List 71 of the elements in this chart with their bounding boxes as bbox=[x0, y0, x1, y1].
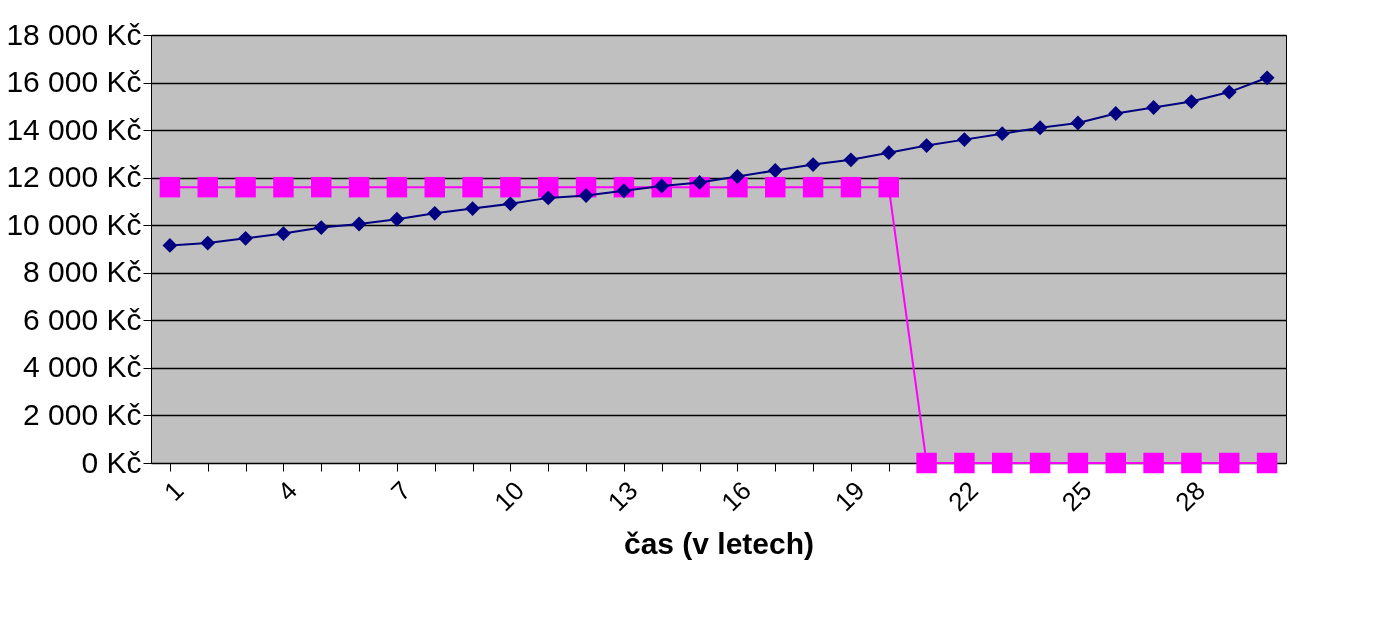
point bbox=[1256, 452, 1278, 474]
point bbox=[313, 220, 329, 236]
point bbox=[1105, 452, 1126, 474]
point bbox=[500, 176, 521, 198]
point bbox=[273, 176, 294, 198]
point bbox=[351, 216, 367, 232]
x-tick-label: 10 bbox=[488, 475, 531, 518]
point bbox=[957, 132, 972, 148]
point bbox=[197, 176, 218, 198]
point bbox=[881, 145, 897, 161]
point bbox=[235, 176, 256, 198]
point bbox=[162, 238, 178, 253]
y-tick-label: 12 000 Kč bbox=[6, 160, 142, 194]
point bbox=[1143, 452, 1164, 474]
point bbox=[840, 176, 862, 198]
point bbox=[386, 176, 408, 198]
point bbox=[1070, 115, 1086, 131]
x-tick-label: 7 bbox=[385, 475, 417, 507]
point bbox=[1032, 120, 1048, 136]
point bbox=[1219, 452, 1240, 474]
point bbox=[919, 138, 934, 153]
y-tick-label: 8 000 Kč bbox=[23, 255, 142, 289]
point bbox=[276, 226, 291, 241]
point bbox=[1029, 452, 1051, 474]
point bbox=[462, 176, 483, 198]
point bbox=[765, 176, 786, 198]
point bbox=[1181, 452, 1202, 474]
y-tick-label: 2 000 Kč bbox=[23, 397, 142, 431]
point bbox=[994, 126, 1010, 142]
point bbox=[954, 452, 975, 474]
point bbox=[348, 176, 370, 198]
y-tick-label: 0 Kč bbox=[81, 445, 142, 479]
x-axis-title: čas (v letech) bbox=[623, 527, 815, 561]
point bbox=[1184, 94, 1199, 109]
point bbox=[843, 152, 859, 168]
y-tick-label: 16 000 Kč bbox=[6, 65, 142, 99]
x-tick-label: 4 bbox=[271, 475, 304, 507]
point bbox=[159, 176, 181, 198]
point bbox=[802, 176, 824, 198]
point bbox=[805, 157, 821, 172]
point bbox=[767, 163, 783, 178]
point bbox=[427, 205, 443, 221]
point bbox=[992, 452, 1013, 474]
point bbox=[1146, 100, 1161, 115]
y-tick-label: 10 000 Kč bbox=[6, 207, 142, 241]
x-tick-label: 28 bbox=[1169, 475, 1212, 518]
point bbox=[730, 169, 745, 184]
point bbox=[878, 176, 899, 198]
point bbox=[465, 201, 480, 216]
point bbox=[916, 452, 937, 474]
point bbox=[1108, 106, 1124, 121]
point bbox=[1067, 452, 1089, 474]
x-tick-label: 25 bbox=[1055, 475, 1098, 518]
point bbox=[503, 196, 518, 212]
x-tick-label: 22 bbox=[942, 475, 985, 518]
point bbox=[389, 211, 405, 227]
point bbox=[311, 176, 332, 198]
point bbox=[424, 176, 445, 198]
x-tick-label: 13 bbox=[601, 475, 644, 518]
point bbox=[238, 230, 253, 246]
x-tick-label: 1 bbox=[158, 475, 190, 507]
y-tick-label: 14 000 Kč bbox=[6, 112, 142, 146]
point bbox=[540, 190, 556, 206]
point bbox=[1221, 84, 1237, 100]
y-tick-label: 18 000 Kč bbox=[6, 17, 142, 51]
y-tick-label: 6 000 Kč bbox=[23, 302, 142, 336]
y-tick-label: 4 000 Kč bbox=[23, 350, 142, 384]
point bbox=[1259, 70, 1275, 86]
x-tick-label: 19 bbox=[828, 475, 871, 518]
x-tick-label: 16 bbox=[715, 475, 758, 518]
point bbox=[200, 235, 216, 251]
